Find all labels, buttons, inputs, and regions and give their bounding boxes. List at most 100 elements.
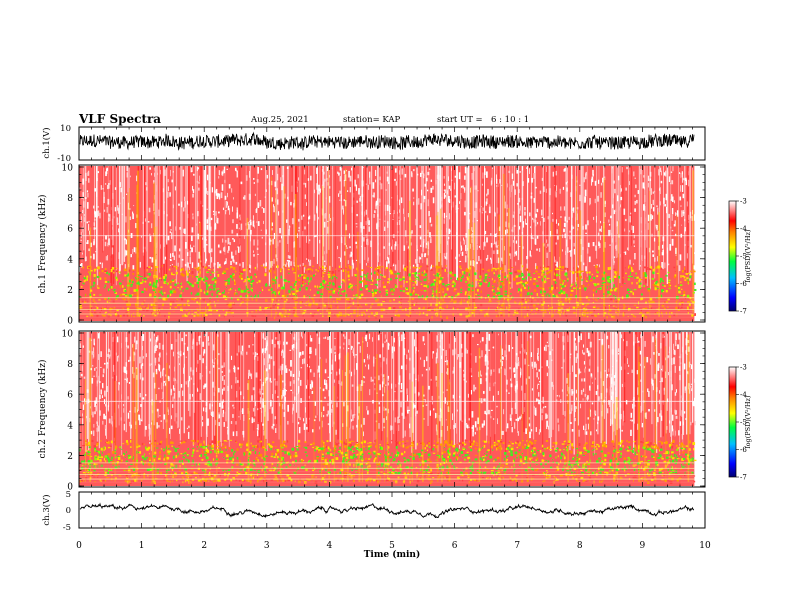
spectrogram-burst	[575, 176, 577, 317]
spectrogram-speckle	[117, 207, 120, 214]
spectrogram-band-cell	[143, 315, 145, 317]
spectrogram-band-cell	[207, 290, 209, 294]
spectrogram-speckle	[191, 262, 194, 268]
spectrogram-speckle	[255, 401, 256, 407]
spectrogram-band-cell	[603, 293, 605, 295]
spectrogram-speckle	[425, 399, 426, 403]
spectrogram-band-cell	[416, 312, 418, 315]
spectrogram-band-cell	[451, 282, 455, 284]
spectrogram-speckle	[448, 236, 450, 240]
spectrogram-speckle	[444, 256, 447, 259]
spectrogram-speckle	[585, 173, 587, 180]
spectrogram-speckle	[114, 207, 117, 212]
spectrogram-speckle	[512, 214, 515, 218]
spectrogram-speckle	[189, 250, 191, 257]
spectrogram-streak	[166, 166, 168, 244]
spectrogram-band-cell	[124, 287, 126, 290]
spectrogram-speckle	[459, 201, 460, 204]
spectrogram-band-cell	[246, 312, 249, 314]
spectrogram-band-cell	[385, 294, 388, 296]
spectrogram-speckle	[561, 389, 563, 392]
spectrogram-band-cell	[311, 265, 314, 267]
spectrogram-band-cell	[205, 282, 208, 285]
spectrogram-band-cell	[633, 288, 637, 291]
spectrogram-streak	[110, 166, 112, 283]
spectrogram-speckle	[88, 248, 90, 252]
spectrogram-band-cell	[243, 281, 245, 283]
spectrogram-band-cell	[359, 315, 361, 317]
spectrogram-band-cell	[508, 281, 511, 284]
spectrogram-band-cell	[640, 293, 643, 296]
spectrogram-band-cell	[522, 274, 524, 277]
spectrogram-speckle	[404, 173, 407, 178]
spectrogram-band-cell	[338, 270, 340, 272]
spectrogram-streak	[441, 166, 444, 270]
spectrogram-speckle	[132, 213, 134, 220]
spectrogram-band-cell	[371, 303, 374, 305]
spectrogram-speckle	[555, 242, 557, 245]
spectrogram-speckle	[638, 340, 640, 343]
spectrogram-speckle	[504, 368, 506, 376]
spectrogram-band-cell	[227, 304, 229, 308]
spectrogram-band-cell	[687, 312, 689, 314]
spectrogram-speckle	[468, 426, 470, 428]
spectrogram-band-cell	[384, 275, 386, 278]
spectrogram-speckle	[270, 356, 273, 360]
spectrogram-band-cell	[251, 284, 253, 288]
spectrogram-speckle	[236, 170, 238, 178]
spectrogram-band-cell	[394, 270, 396, 273]
spectrogram-band-cell	[542, 288, 545, 291]
spectrogram-band-cell	[662, 284, 664, 286]
spectrogram-speckle	[369, 171, 371, 178]
spectrogram-band-cell	[206, 287, 208, 290]
spectrogram-band-cell	[283, 284, 285, 287]
spectrogram-band-cell	[497, 314, 499, 317]
spectrogram-band-cell	[606, 276, 610, 280]
spectrogram-band-cell	[510, 293, 512, 295]
spectrogram-band-cell	[521, 298, 524, 302]
spectrogram-speckle	[323, 260, 326, 263]
spectrogram-speckle	[602, 177, 604, 183]
spectrogram-band-cell	[446, 316, 449, 319]
spectrogram-band-cell	[245, 286, 247, 289]
spectrogram-speckle	[343, 179, 345, 187]
spectrogram-speckle	[669, 214, 671, 217]
spectrogram-band-cell	[385, 312, 388, 314]
spectrogram-band-cell	[586, 286, 588, 289]
spectrogram-speckle	[597, 179, 600, 184]
spectrogram-band-cell	[211, 271, 214, 273]
spectrogram-streak	[482, 166, 484, 273]
spectrogram-band-cell	[394, 283, 396, 285]
spectrogram-band-cell	[496, 268, 498, 271]
spectrogram-speckle	[89, 230, 90, 235]
spectrogram-speckle	[639, 363, 641, 367]
spectrogram-speckle	[512, 180, 515, 186]
spectrogram-speckle	[181, 258, 184, 261]
spectrogram-band-cell	[223, 270, 226, 273]
spectrogram-speckle	[324, 213, 326, 219]
spectrogram-speckle	[191, 247, 193, 253]
spectrogram-speckle	[675, 233, 677, 237]
spectrogram-speckle	[90, 242, 92, 248]
spectrogram-band-cell	[438, 272, 440, 275]
spectrogram-band-cell	[693, 292, 695, 294]
spectrogram-band-cell	[333, 290, 336, 292]
spectrogram-band-cell	[259, 306, 262, 309]
spectrogram-speckle	[186, 252, 189, 257]
spectrogram-band-cell	[211, 293, 213, 296]
spectrogram-speckle	[289, 225, 291, 228]
spectrogram-speckle	[237, 246, 239, 248]
spectrogram-band-cell	[137, 272, 140, 274]
spectrogram-band-cell	[593, 314, 597, 316]
spectrogram-speckle	[264, 337, 266, 340]
spectrogram-band-cell	[232, 275, 235, 278]
spectrogram-band-cell	[453, 288, 457, 290]
spectrogram-band-cell	[89, 295, 92, 298]
spectrogram-band-cell	[311, 314, 315, 318]
spectrogram-speckle	[499, 179, 501, 184]
spectrogram-band-cell	[179, 283, 182, 285]
spectrogram-band-cell	[438, 280, 442, 283]
spectrogram-burst	[617, 220, 619, 317]
spectrogram-band-cell	[343, 289, 346, 292]
spectrogram-band-cell	[665, 289, 668, 293]
